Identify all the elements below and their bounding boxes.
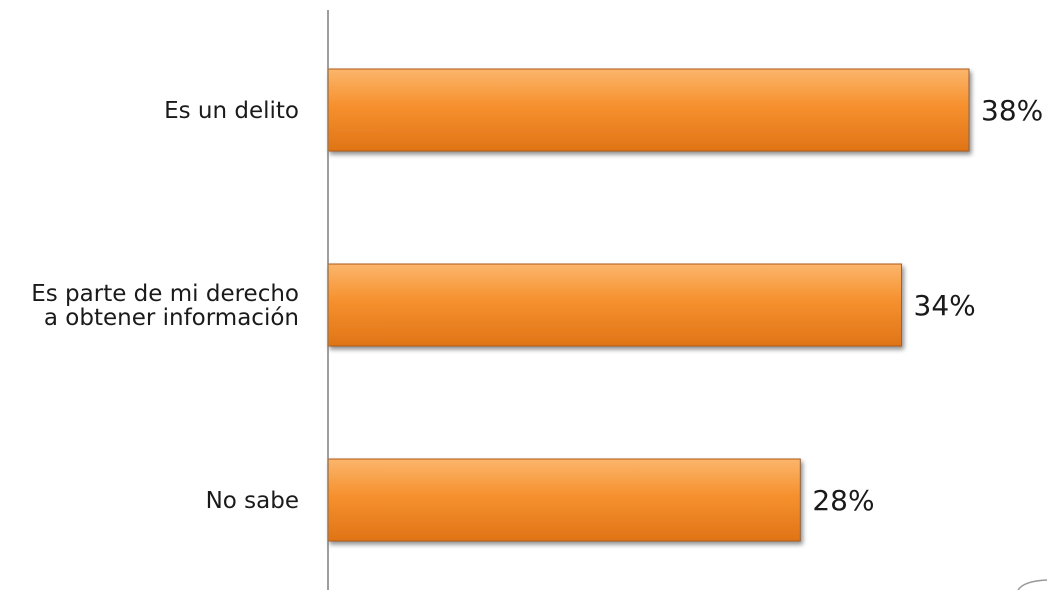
bar-2 [327,263,903,347]
category-label-3: No sabe [206,488,299,514]
bar-1 [327,68,970,152]
category-label-1: Es un delito [164,98,299,124]
category-label-2-line-1: Es parte de mi derecho [31,281,299,307]
labels-layer: 38% Es un delito 34% Es parte de mi derecho… [31,94,1043,517]
corner-curve-decoration [1017,579,1047,590]
value-label-3: 28% [812,484,874,517]
bars-layer [327,68,970,542]
value-label-2: 34% [914,289,976,322]
value-label-1: 38% [981,94,1043,127]
category-label-2-line-2: a obtener información [44,305,299,331]
bar-3 [327,458,801,542]
